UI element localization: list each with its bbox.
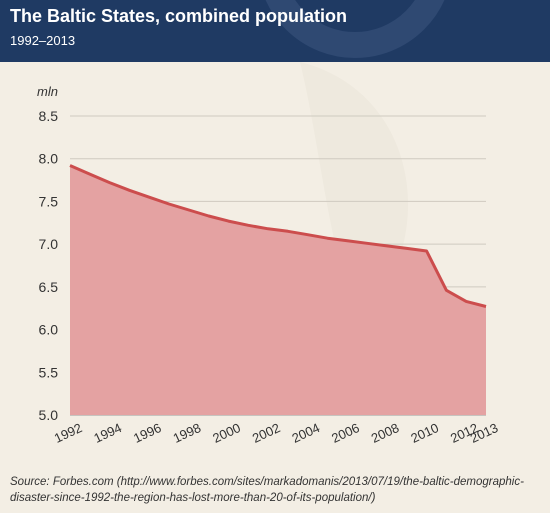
series-line [69, 164, 487, 308]
series-area [70, 165, 486, 415]
source-text: Forbes.com (http://www.forbes.com/sites/… [10, 476, 524, 504]
x-tick-label: 2010 [408, 420, 441, 446]
source-note: Source: Forbes.com (http://www.forbes.co… [10, 474, 540, 506]
x-tick-label: 2000 [210, 420, 243, 446]
x-tick-label: 2002 [250, 420, 283, 446]
y-tick-label: 7.5 [39, 193, 59, 209]
x-axis: 1992 1994 1996 1998 2000 2002 2004 2006 2008 2010… [52, 420, 501, 446]
y-axis-label: mln [37, 84, 58, 99]
x-tick-label: 2006 [329, 420, 362, 446]
y-tick-label: 8.0 [39, 151, 59, 167]
watermark-logo [265, 0, 445, 58]
source-label: Source: [10, 476, 50, 488]
y-tick-label: 5.5 [39, 364, 59, 380]
chart-plot: 5.05.56.06.57.07.58.08.5 1992 1994 1996 199… [37, 62, 501, 446]
x-tick-label: 1992 [52, 420, 85, 446]
x-tick-label: 1998 [171, 420, 204, 446]
y-axis: 5.0 5.5 6.0 6.5 7.0 7.5 8.0 8.5 [39, 108, 59, 423]
x-tick-label: 2004 [290, 420, 323, 446]
chart-header: The Baltic States, combined population 1… [0, 0, 550, 62]
y-tick-label: 7.0 [39, 236, 59, 252]
y-tick-label: 8.5 [39, 108, 59, 124]
x-tick-label: 1996 [131, 420, 164, 446]
y-tick-label: 6.0 [39, 322, 59, 338]
x-tick-label: 1994 [91, 420, 124, 446]
y-tick-label: 6.5 [39, 279, 59, 295]
x-tick-label: 2008 [369, 420, 402, 446]
y-tick-label: 5.0 [39, 407, 59, 423]
chart-subtitle: 1992–2013 [10, 33, 76, 48]
chart-title: The Baltic States, combined population [10, 6, 348, 26]
